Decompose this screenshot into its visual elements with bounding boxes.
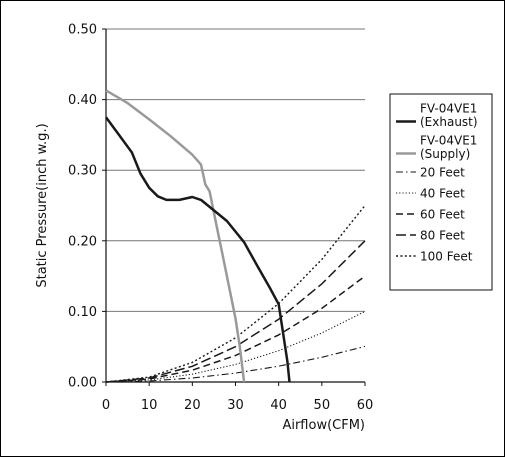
x-tick-label-3: 30 [227,398,244,413]
legend-label-2-0: 20 Feet [420,166,465,180]
y-tick-label-4: 0.40 [68,93,97,108]
legend-items: FV-04VE1(Exhaust)FV-04VE1(Supply)20 Feet… [396,102,478,264]
y-axis-label: Static Pressure(inch w.g.) [35,123,50,287]
legend-item-3: 40 Feet [396,187,465,201]
legend-label-1-0: FV-04VE1 [420,134,477,148]
y-tick-label-1: 0.10 [68,305,97,320]
series-line-0 [104,116,291,383]
legend-label-0-1: (Exhaust) [420,115,478,129]
y-tick-label-3: 0.30 [68,164,97,179]
legend-label-3-0: 40 Feet [420,187,465,201]
legend-label-0-0: FV-04VE1 [420,102,477,116]
x-tick-label-0: 0 [102,398,110,413]
legend-item-2: 20 Feet [396,166,465,180]
y-tick-label-5: 0.50 [68,23,97,38]
tick-labels: 0.00 0.10 0.20 0.30 0.40 0.50 0 10 20 30 40 50 60 [68,23,373,414]
legend-label-6-0: 100 Feet [420,250,473,264]
series-line-1 [105,89,246,383]
legend-box [389,93,493,291]
x-tick-label-1: 10 [141,398,158,413]
x-tick-label-4: 40 [270,398,287,413]
legend-item-4: 60 Feet [396,208,465,222]
series-line-5 [105,240,366,383]
legend-item-5: 80 Feet [396,229,465,243]
series-line-4 [105,275,366,383]
axes [102,28,366,386]
series-line-6 [105,205,366,383]
x-tick-label-2: 20 [184,398,201,413]
series-line-2 [105,345,366,383]
series-lines [104,89,366,383]
legend-item-6: 100 Feet [396,250,473,264]
x-tick-label-6: 60 [357,398,374,413]
legend-label-4-0: 60 Feet [420,208,465,222]
grid-lines [106,28,365,312]
legend-label-1-1: (Supply) [420,147,470,161]
x-tick-label-5: 50 [314,398,331,413]
legend-item-1: FV-04VE1(Supply) [396,134,477,161]
legend: FV-04VE1(Exhaust)FV-04VE1(Supply)20 Feet… [389,93,493,291]
legend-item-0: FV-04VE1(Exhaust) [396,102,478,129]
x-axis-label: Airflow(CFM) [282,418,365,433]
y-tick-label-0: 0.00 [68,376,97,391]
legend-label-5-0: 80 Feet [420,229,465,243]
y-tick-label-2: 0.20 [68,234,97,249]
